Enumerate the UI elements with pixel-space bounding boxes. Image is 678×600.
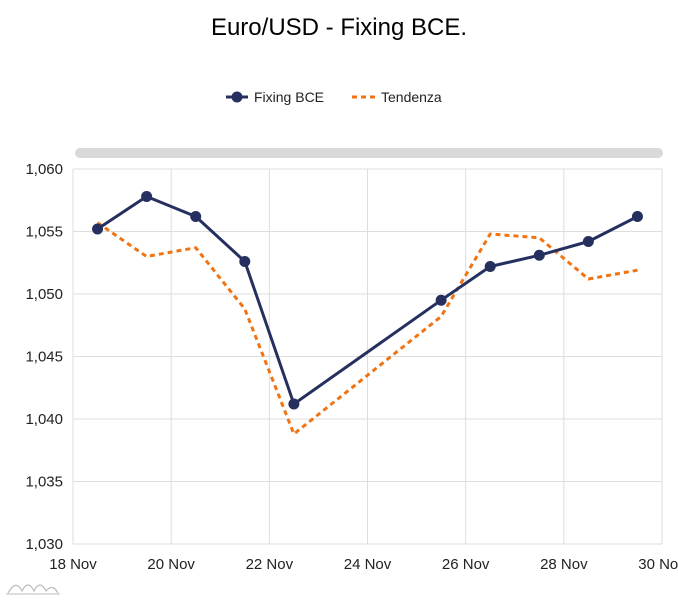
data-point-fixing-bce[interactable]: [92, 223, 104, 235]
data-point-fixing-bce[interactable]: [141, 191, 153, 202]
x-tick-label: 30 Nov: [638, 556, 678, 573]
chart-title: Euro/USD - Fixing BCE.: [210, 14, 468, 41]
y-tick-label: 1,050: [25, 286, 63, 303]
series-line-fixing-bce: [96, 195, 639, 406]
legend[interactable]: Fixing BCE Tendenza: [226, 89, 442, 105]
x-tick-label: 18 Nov: [49, 556, 97, 573]
data-point-fixing-bce[interactable]: [288, 398, 300, 410]
y-tick-label: 1,030: [25, 536, 63, 553]
y-tick-label: 1,060: [25, 161, 63, 178]
data-point-fixing-bce[interactable]: [631, 211, 643, 222]
y-tick-label: 1,045: [25, 349, 63, 366]
series-layer: [92, 191, 643, 436]
x-tick-label: 28 Nov: [540, 556, 588, 573]
y-tick-label: 1,040: [25, 411, 63, 428]
data-point-fixing-bce[interactable]: [190, 211, 202, 222]
data-point-fixing-bce[interactable]: [582, 236, 594, 247]
legend-marker-fixing-bce[interactable]: [231, 91, 243, 103]
x-tick-label: 20 Nov: [147, 556, 195, 573]
y-tick-label: 1,035: [25, 474, 63, 491]
legend-label-fixing-bce[interactable]: Fixing BCE: [254, 89, 324, 105]
horizontal-scrollbar[interactable]: [75, 148, 663, 158]
legend-label-tendenza[interactable]: Tendenza: [381, 89, 442, 105]
data-point-fixing-bce[interactable]: [484, 261, 496, 272]
x-tick-label: 24 Nov: [344, 556, 392, 573]
chart-logo-icon: [6, 584, 60, 595]
axes: 1,030 1,035 1,040 1,045 1,050 1,055 1,060 18 No…: [25, 161, 678, 573]
x-tick-label: 22 Nov: [246, 556, 294, 573]
x-tick-label: 26 Nov: [442, 556, 490, 573]
logo-wave-path: [7, 584, 59, 594]
y-tick-label: 1,055: [25, 224, 63, 241]
data-point-fixing-bce[interactable]: [435, 294, 447, 306]
data-point-fixing-bce[interactable]: [239, 256, 251, 267]
data-point-fixing-bce[interactable]: [533, 249, 545, 261]
grid: [72, 168, 663, 545]
series-line-tendenza: [96, 221, 638, 436]
